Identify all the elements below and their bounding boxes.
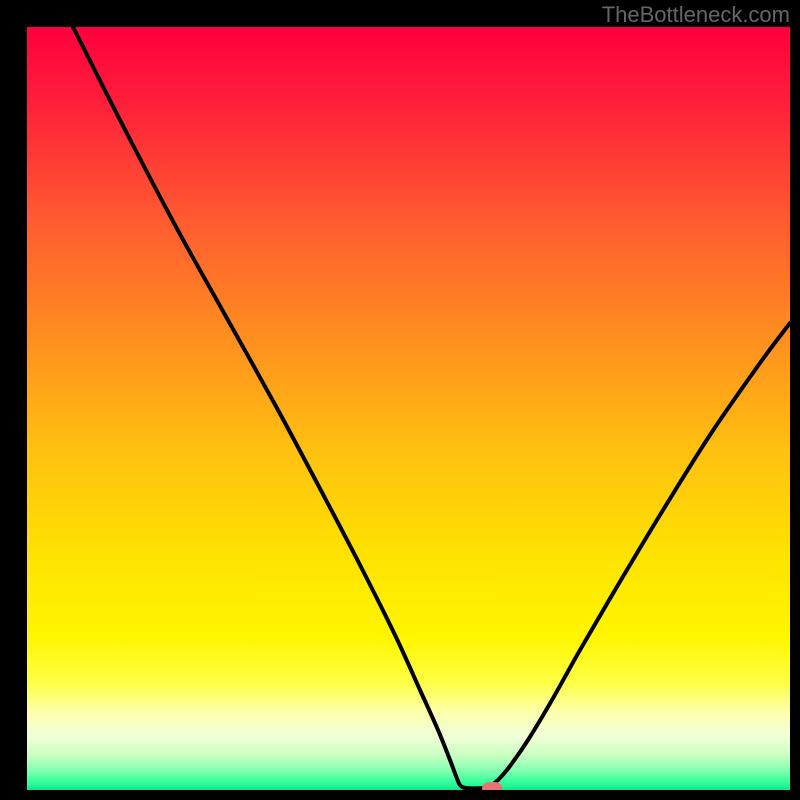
chart-background-gradient — [27, 27, 790, 790]
chart-container: TheBottleneck.com — [0, 0, 800, 800]
watermark-text: TheBottleneck.com — [602, 2, 790, 28]
bottleneck-chart — [0, 0, 800, 800]
